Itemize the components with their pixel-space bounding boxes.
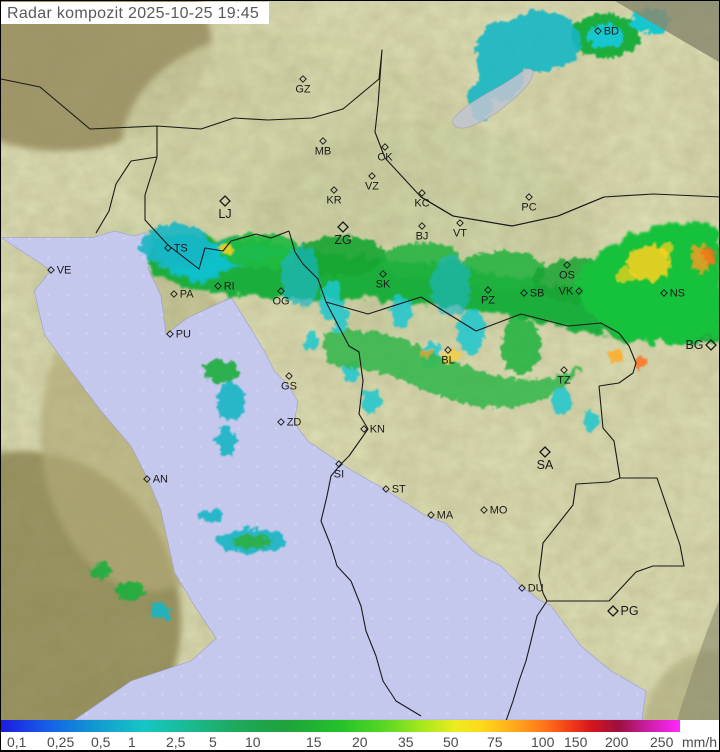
svg-text:ZD: ZD [287,417,302,429]
svg-text:GS: GS [281,381,297,393]
svg-text:PU: PU [176,329,191,341]
svg-text:mm/h: mm/h [682,734,717,750]
svg-text:2,5: 2,5 [166,734,186,750]
svg-text:0,1: 0,1 [7,734,27,750]
svg-text:0,25: 0,25 [47,734,74,750]
svg-text:KR: KR [326,195,341,207]
svg-text:ZG: ZG [334,233,351,247]
svg-text:SK: SK [376,279,391,291]
svg-text:TS: TS [174,243,188,255]
svg-text:RI: RI [224,281,235,293]
svg-text:250: 250 [650,734,674,750]
svg-text:DU: DU [528,583,544,595]
svg-text:VK: VK [559,286,574,298]
svg-text:100: 100 [531,734,555,750]
svg-text:1: 1 [128,734,136,750]
svg-text:KN: KN [370,424,385,436]
svg-text:BJ: BJ [416,231,429,243]
svg-text:GZ: GZ [295,84,311,96]
svg-text:15: 15 [306,734,322,750]
svg-text:150: 150 [564,734,588,750]
svg-text:75: 75 [487,734,503,750]
svg-text:SA: SA [537,458,554,472]
svg-text:MB: MB [315,146,332,158]
svg-text:NS: NS [670,288,685,300]
svg-text:VZ: VZ [365,181,379,193]
svg-text:PZ: PZ [481,295,495,307]
svg-text:10: 10 [245,734,261,750]
svg-text:VE: VE [57,265,72,277]
svg-text:SB: SB [530,288,545,300]
svg-text:OG: OG [272,296,289,308]
svg-text:0,5: 0,5 [91,734,111,750]
svg-text:BL: BL [441,355,454,367]
svg-text:PG: PG [621,604,639,618]
svg-text:KC: KC [414,198,429,210]
svg-text:MA: MA [437,510,454,522]
svg-text:MO: MO [490,505,508,517]
svg-text:CK: CK [377,152,393,164]
svg-text:BG: BG [685,338,703,352]
svg-text:BD: BD [604,26,619,38]
svg-text:50: 50 [443,734,459,750]
svg-text:200: 200 [605,734,629,750]
svg-text:Radar kompozit 2025-10-25 1: Radar kompozit 2025-10-25 19:45 [7,5,259,22]
svg-text:PC: PC [521,202,536,214]
svg-text:SI: SI [334,469,344,481]
svg-text:ST: ST [392,484,406,496]
svg-text:VT: VT [453,228,467,240]
svg-text:20: 20 [352,734,368,750]
svg-text:AN: AN [153,474,168,486]
svg-text:35: 35 [398,734,414,750]
svg-text:TZ: TZ [557,375,571,387]
svg-text:OS: OS [559,270,575,282]
svg-text:LJ: LJ [218,207,231,221]
svg-text:PA: PA [180,289,195,301]
svg-text:5: 5 [209,734,217,750]
